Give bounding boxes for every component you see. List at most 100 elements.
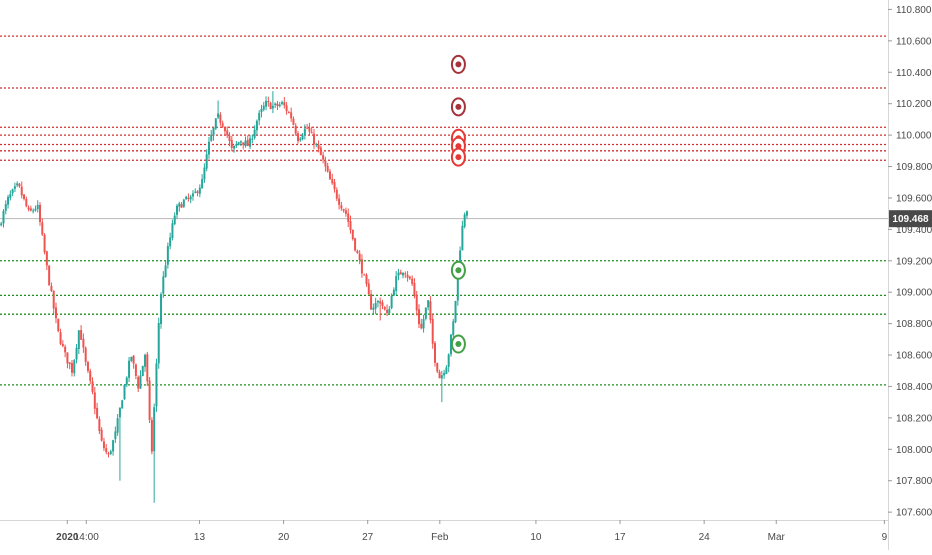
- candle-body: [370, 294, 373, 310]
- candle-body: [424, 307, 427, 319]
- candle-body: [287, 112, 290, 114]
- candle-body: [23, 194, 26, 199]
- candle-body: [276, 103, 279, 106]
- candle-body: [191, 193, 194, 197]
- y-tick-label: 110.600: [896, 36, 932, 47]
- candle-body: [93, 392, 96, 409]
- candle-body: [363, 274, 366, 276]
- y-tick-label: 109.600: [896, 193, 932, 204]
- candle-body: [402, 272, 405, 276]
- x-tick-label: 2020: [56, 532, 79, 543]
- candle-body: [294, 125, 297, 134]
- y-tick-label: 108.600: [896, 351, 932, 362]
- candle-body: [84, 347, 87, 362]
- candle-body: [237, 142, 240, 145]
- candle-body: [132, 355, 135, 364]
- candle-body: [98, 419, 101, 431]
- candle-body: [354, 238, 357, 251]
- candle-body: [187, 197, 190, 199]
- candle-body: [169, 237, 172, 247]
- candle-body: [148, 380, 151, 420]
- candle-body: [278, 104, 281, 107]
- candle-body: [7, 196, 10, 205]
- candle-body: [125, 377, 128, 385]
- candle-body: [180, 204, 183, 208]
- candle-body: [178, 203, 181, 207]
- candle-body: [258, 112, 261, 121]
- candle-body: [164, 265, 167, 278]
- candle-body: [253, 129, 256, 138]
- y-tick-label: 109.000: [896, 288, 932, 299]
- level-marker-dot: [455, 61, 462, 68]
- candle-body: [194, 191, 197, 193]
- candle-body: [463, 214, 466, 227]
- candle-body: [77, 330, 80, 349]
- y-tick-label: 109.400: [896, 225, 932, 236]
- candle-body: [267, 101, 270, 103]
- y-tick-label: 110.400: [896, 68, 932, 79]
- candle-body: [123, 385, 126, 400]
- candle-body: [155, 363, 158, 407]
- candle-body: [383, 307, 386, 310]
- candle-body: [112, 440, 115, 452]
- y-tick-label: 110.200: [896, 99, 932, 110]
- candle-body: [34, 208, 37, 211]
- candle-body: [66, 352, 69, 364]
- candle-body: [436, 362, 439, 372]
- x-tick-label: 27: [362, 532, 374, 543]
- candle-body: [39, 204, 42, 223]
- candle-body: [9, 194, 12, 198]
- candle-body: [308, 127, 311, 132]
- candles: [0, 91, 468, 503]
- candle-body: [226, 130, 229, 136]
- candle-body: [173, 215, 176, 225]
- level-marker-dot: [455, 143, 462, 150]
- candle-body: [281, 102, 284, 104]
- candle-body: [251, 138, 254, 140]
- candle-body: [331, 179, 334, 184]
- candle-body: [230, 139, 233, 148]
- candle-body: [146, 354, 149, 382]
- candle-body: [246, 139, 249, 147]
- price-axis[interactable]: 107.600 107.800 108.000 108.200 108.400 108.6…: [888, 5, 932, 519]
- x-tick-label: 20: [278, 532, 290, 543]
- y-tick-label: 108.000: [896, 445, 932, 456]
- candle-body: [223, 127, 226, 132]
- candle-body: [324, 160, 327, 167]
- current-price-badge-box: [889, 210, 932, 228]
- candle-body: [75, 347, 78, 360]
- candle-body: [205, 154, 208, 169]
- candle-body: [102, 441, 105, 449]
- candle-body: [386, 309, 389, 314]
- candle-body: [73, 360, 76, 374]
- candle-body: [212, 127, 215, 136]
- candle-body: [171, 223, 174, 239]
- x-tick-label: 13: [194, 532, 206, 543]
- candle-body: [388, 308, 391, 314]
- candle-body: [175, 205, 178, 215]
- candle-body: [360, 259, 363, 274]
- candle-body: [235, 144, 238, 146]
- candle-body: [162, 276, 165, 294]
- candle-body: [433, 343, 436, 363]
- candle-body: [4, 204, 7, 211]
- candle-body: [141, 365, 144, 377]
- candle-body: [351, 229, 354, 240]
- y-tick-label: 110.000: [896, 131, 932, 142]
- x-tick-label: 14:00: [74, 532, 99, 543]
- candle-body: [292, 118, 295, 125]
- candle-body: [80, 330, 83, 340]
- x-tick-label: 10: [530, 532, 542, 543]
- candle-body: [45, 251, 48, 266]
- candle-body: [285, 105, 288, 112]
- candle-body: [392, 289, 395, 296]
- candle-body: [130, 356, 133, 361]
- y-tick-label: 109.800: [896, 162, 932, 173]
- candle-body: [157, 322, 160, 364]
- candle-body: [100, 429, 103, 441]
- candle-body: [358, 253, 361, 260]
